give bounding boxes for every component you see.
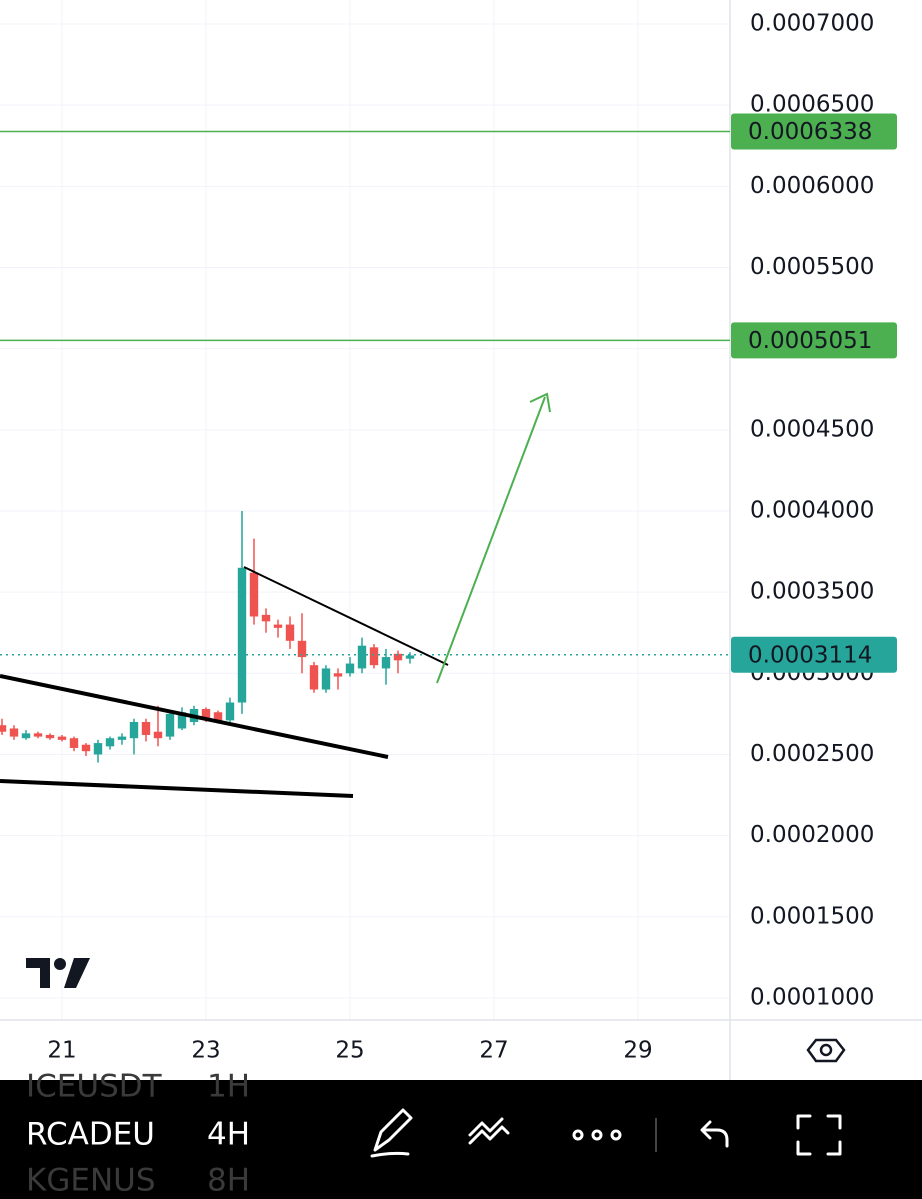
candles	[0, 130, 730, 763]
toolbar	[0, 1080, 922, 1199]
y-tick-label: 0.0004500	[750, 416, 874, 442]
candle-body	[0, 725, 7, 732]
candle-body	[9, 728, 19, 737]
price-tag-label: 0.0006338	[748, 119, 872, 145]
candle-body	[81, 744, 91, 752]
y-tick-label: 0.0004000	[750, 497, 874, 523]
candle-body	[369, 647, 379, 666]
undo-icon[interactable]	[700, 1120, 729, 1148]
candle-body	[285, 624, 295, 641]
arrow	[436, 396, 546, 684]
price-tag	[731, 113, 897, 150]
x-tick-label: 25	[335, 1038, 364, 1064]
candle-body	[153, 731, 163, 739]
candle-body	[45, 734, 55, 739]
more-icon[interactable]	[610, 1129, 622, 1141]
candle-body	[21, 733, 31, 739]
y-tick-label: 0.0001500	[750, 903, 874, 929]
background	[0, 0, 922, 1080]
candle-body	[69, 738, 79, 748]
y-tick-label: 0.0006000	[750, 173, 874, 199]
symbol[interactable]: KGENUS	[26, 1163, 156, 1199]
y-tick-label: 0.0005500	[750, 254, 874, 280]
draw-icon[interactable]	[370, 1108, 413, 1158]
candle-body	[117, 736, 127, 740]
more-icon[interactable]	[572, 1129, 584, 1141]
fullscreen-icon[interactable]	[796, 1114, 842, 1156]
x-tick-label: 23	[191, 1038, 220, 1064]
pattern-icon[interactable]	[468, 1117, 510, 1145]
candle-body	[357, 645, 367, 669]
candle-body	[297, 640, 307, 658]
candle-body	[333, 673, 343, 677]
candle-body	[57, 736, 67, 740]
grid	[0, 0, 730, 1020]
interval[interactable]: 4H	[207, 1117, 250, 1153]
tradingview-logo	[26, 958, 90, 988]
trend-line	[243, 566, 449, 666]
candle-body	[249, 572, 259, 617]
y-tick-label: 0.0006500	[750, 92, 874, 118]
candle-body	[405, 655, 415, 659]
price-tag-label: 0.0005051	[748, 328, 872, 354]
symbol[interactable]: ICEUSDT	[26, 1069, 163, 1105]
y-tick-label: 0.0007000	[750, 11, 874, 37]
candle-body	[381, 657, 391, 669]
arrow-head	[529, 392, 551, 413]
price-tag-label: 0.0003114	[748, 642, 872, 668]
symbol[interactable]: RCADEU	[26, 1117, 155, 1153]
toolbar-content: ICEUSDT RCADEU KGENUS 1H 4H 8H	[26, 1069, 842, 1199]
candle-body	[141, 721, 151, 735]
candle-body	[33, 733, 43, 737]
candle-body	[177, 712, 187, 729]
candle-body	[93, 743, 103, 755]
candle-body	[213, 712, 223, 722]
drawings	[0, 392, 551, 798]
interval[interactable]: 8H	[207, 1163, 250, 1199]
candle-body	[345, 663, 355, 674]
x-tick-label: 29	[623, 1038, 652, 1064]
axes: 0.0007000 0.0006500 0.0006000 0.0005500 0.00…	[47, 11, 897, 1064]
candle-body	[225, 702, 235, 721]
more-icon[interactable]	[591, 1129, 603, 1141]
trend-line	[0, 779, 354, 798]
y-tick-label: 0.0001000	[750, 984, 874, 1010]
price-tag	[731, 636, 897, 673]
candle-body	[237, 567, 247, 703]
trend-line	[0, 674, 389, 759]
candle-body	[273, 624, 283, 628]
price-tag	[731, 322, 897, 359]
candle-body	[201, 709, 211, 719]
y-tick-label: 0.0002500	[750, 741, 874, 767]
y-tick-label: 0.0002000	[750, 822, 874, 848]
candle-body	[165, 713, 175, 737]
y-tick-label: 0.0003500	[750, 579, 874, 605]
candle-body	[393, 653, 403, 661]
x-tick-label: 21	[47, 1038, 76, 1064]
x-tick-label: 27	[479, 1038, 508, 1064]
candle-body	[321, 668, 331, 690]
candle-body	[129, 721, 139, 739]
candle-body	[309, 665, 319, 690]
interval[interactable]: 1H	[207, 1069, 250, 1105]
candle-body	[261, 614, 271, 622]
candle-body	[105, 738, 115, 747]
settings-icon[interactable]	[806, 1038, 846, 1063]
